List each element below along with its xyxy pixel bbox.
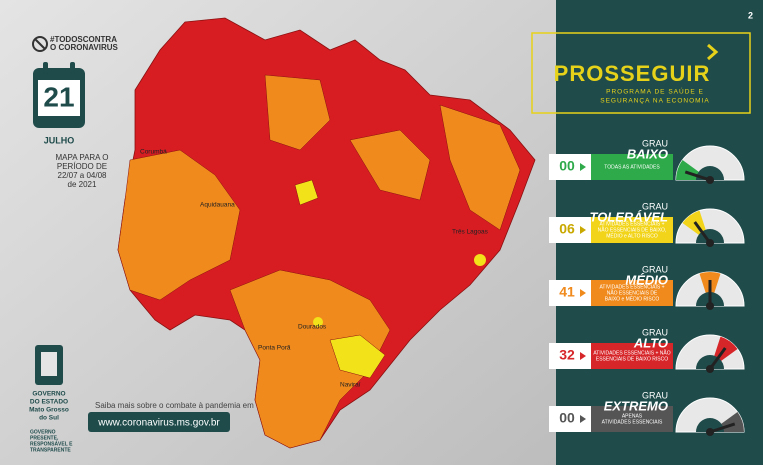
gauge-needle: [708, 347, 727, 370]
city-label: Aquidauana: [200, 202, 235, 209]
level-arrow: [580, 226, 586, 234]
gauge-hub: [706, 428, 714, 436]
gov-line: DO ESTADO: [30, 399, 68, 406]
program-title: PROSSEGUIR: [554, 61, 711, 86]
level-name: BAIXO: [627, 146, 668, 161]
hashtag-1: #TODOSCONTRA: [50, 35, 117, 44]
period-line: de 2021: [68, 180, 97, 189]
level-desc: ATIVIDADES ESSENCIAIS + NÃO: [593, 349, 670, 356]
city-label: Ponta Porã: [258, 345, 291, 352]
motto-line: RESPONSÁVEL E: [30, 440, 73, 447]
level-desc: TODAS AS ATIVIDADES: [604, 164, 660, 170]
level-name: TOLERÁVEL: [590, 209, 669, 224]
motto-line: PRESENTE,: [30, 435, 59, 441]
level-count: 06: [559, 221, 575, 237]
url-box: [88, 412, 230, 432]
motto-line: TRANSPARENTE: [30, 447, 71, 453]
level-band: [591, 217, 673, 243]
level-desc: ATIVIDADES ESSENCIAIS +: [599, 221, 664, 227]
gauge-hub: [706, 302, 714, 310]
level-count: 00: [559, 158, 575, 174]
level-band: [591, 280, 673, 306]
page-number: 2: [748, 10, 753, 20]
level-desc: NÃO ESSENCIAIS DE BAIXO,: [598, 226, 667, 233]
gauge-hub: [706, 239, 714, 247]
city-label: Dourados: [298, 324, 327, 331]
gauge-needle: [684, 170, 711, 182]
level-arrow: [580, 289, 586, 297]
level-arrow: [580, 415, 586, 423]
calendar: 21 JULHO: [33, 62, 85, 145]
city-label: Corumbá: [140, 149, 167, 156]
month: JULHO: [44, 135, 75, 145]
level-arrow: [580, 163, 586, 171]
period-line: MAPA PARA O: [55, 153, 108, 162]
program-subtitle: PROGRAMA DE SAÚDE E: [606, 87, 704, 96]
motto-line: GOVERNO: [30, 429, 56, 435]
program-box: [531, 32, 751, 114]
level-count: 41: [559, 284, 575, 300]
state-map: [117, 17, 536, 449]
program-subtitle: SEGURANÇA NA ECONOMIA: [600, 98, 710, 105]
level-name: MÉDIO: [625, 272, 668, 287]
level-count: 32: [559, 347, 575, 363]
gov-logo: [35, 345, 63, 385]
level-band: [591, 343, 673, 369]
level-arrow: [580, 352, 586, 360]
level-count: 00: [559, 410, 575, 426]
url[interactable]: www.coronavirus.ms.gov.br: [97, 418, 220, 429]
city-label: Três Lagoas: [452, 229, 489, 236]
program-arrow: [707, 43, 719, 61]
gauge-needle: [693, 221, 712, 244]
level-desc: ATIVIDADES ESSENCIAIS: [602, 419, 663, 425]
gauge-hub: [706, 176, 714, 184]
gauge-hub: [706, 365, 714, 373]
gauge-needle: [709, 422, 736, 434]
day: 21: [43, 81, 74, 112]
gov-line: GOVERNO: [32, 391, 65, 398]
level-desc: ESSENCIAIS DE BAIXO RISCO: [596, 356, 668, 362]
period-line: PERÍODO DE: [57, 162, 107, 171]
level-name: EXTREMO: [604, 398, 668, 413]
gov-line: Mato Grosso: [29, 407, 69, 414]
period-line: 22/07 a 04/08: [58, 171, 107, 180]
hashtag: #TODOSCONTRA O CORONAVIRUS: [32, 35, 119, 52]
level-desc: MÉDIO e ALTO RISCO: [606, 232, 658, 239]
level-grau: GRAU: [642, 138, 668, 148]
level-desc: APENAS: [622, 413, 643, 419]
gov-line: do Sul: [39, 415, 59, 422]
level-grau: GRAU: [642, 201, 668, 211]
city-label: Naviraí: [340, 382, 361, 389]
info-text: Saiba mais sobre o combate à pandemia em: [95, 401, 254, 410]
level-grau: GRAU: [642, 390, 668, 400]
level-desc: NÃO ESSENCIAIS DE: [607, 289, 658, 296]
level-name: ALTO: [633, 335, 668, 350]
level-desc: ATIVIDADES ESSENCIAIS +: [599, 284, 664, 290]
level-grau: GRAU: [642, 327, 668, 337]
level-grau: GRAU: [642, 264, 668, 274]
level-desc: BAIXO e MÉDIO RISCO: [605, 295, 660, 302]
level-band: [591, 154, 673, 180]
hashtag-2: O CORONAVIRUS: [50, 43, 119, 52]
level-band: [591, 406, 673, 432]
